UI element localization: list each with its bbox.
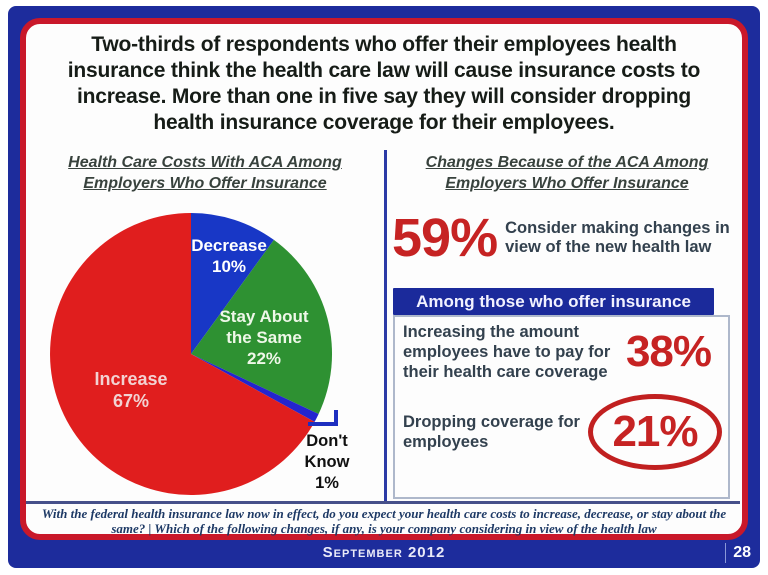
left-panel-heading: Health Care Costs With ACA Among Employe… — [30, 152, 380, 194]
footnote-divider — [26, 501, 740, 504]
pie-slice-increase — [50, 213, 315, 495]
pie-label-stay-same: Stay About the Same 22% — [219, 307, 309, 368]
page-number: 28 — [725, 543, 754, 563]
stat-59-value: 59% — [392, 208, 498, 268]
circle-annotation: 21% — [588, 394, 722, 470]
title-line-2: insurance think the health care law will… — [67, 59, 701, 82]
title-line-4: health insurance coverage for their empl… — [153, 111, 615, 134]
right-heading-line-2: Employers Who Offer Insurance — [445, 175, 689, 192]
stat-21-value: 21% — [612, 407, 698, 456]
stat-38-value: 38% — [625, 327, 712, 376]
stat-row-text: Dropping coverage for employees — [403, 413, 580, 451]
offer-insurance-box: Increasing the amount employees have to … — [393, 315, 730, 499]
title-line-1: Two-thirds of respondents who offer thei… — [91, 33, 677, 56]
survey-question-footnote: With the federal health insurance law no… — [41, 506, 727, 536]
stat-59-caption: Consider making changes in view of the n… — [505, 219, 730, 256]
offer-insurance-banner: Among those who offer insurance — [393, 288, 714, 315]
left-heading-line-2: Employers Who Offer Insurance — [83, 175, 327, 192]
content-panel: Two-thirds of respondents who offer thei… — [20, 18, 748, 540]
stat-row-dropping-coverage: Dropping coverage for employees 21% — [403, 394, 722, 470]
title-line-3: increase. More than one in five say they… — [76, 85, 692, 108]
left-heading-line-1: Health Care Costs With ACA Among — [68, 154, 342, 171]
dont-know-callout-line — [308, 410, 338, 426]
slide-date: September 2012 — [322, 544, 446, 561]
pie-chart-svg — [50, 212, 338, 495]
bottom-bar: September 2012 28 — [8, 540, 760, 568]
pie-label-dont-know: Don't Know 1% — [304, 432, 350, 492]
pie-chart: Decrease 10% Stay About the Same 22% Inc… — [30, 205, 375, 507]
pie-slice-decrease — [191, 212, 274, 354]
pie-slice-stay-about-the-same — [191, 239, 333, 414]
stat-row-text: Increasing the amount employees have to … — [403, 323, 611, 381]
pie-label-decrease: Decrease 10% — [191, 236, 267, 276]
right-panel-heading: Changes Because of the ACA Among Employe… — [392, 152, 742, 194]
pie-slice-don-t-know — [191, 354, 319, 422]
pie-label-increase: Increase 67% — [94, 369, 168, 411]
stat-row-increasing-pay: Increasing the amount employees have to … — [403, 322, 722, 382]
slide-frame: Two-thirds of respondents who offer thei… — [8, 6, 760, 568]
right-heading-line-1: Changes Because of the ACA Among — [425, 154, 709, 171]
column-divider — [384, 150, 387, 504]
stat-59-row: 59% Consider making changes in view of t… — [392, 210, 744, 266]
slide-title: Two-thirds of respondents who offer thei… — [26, 32, 742, 136]
